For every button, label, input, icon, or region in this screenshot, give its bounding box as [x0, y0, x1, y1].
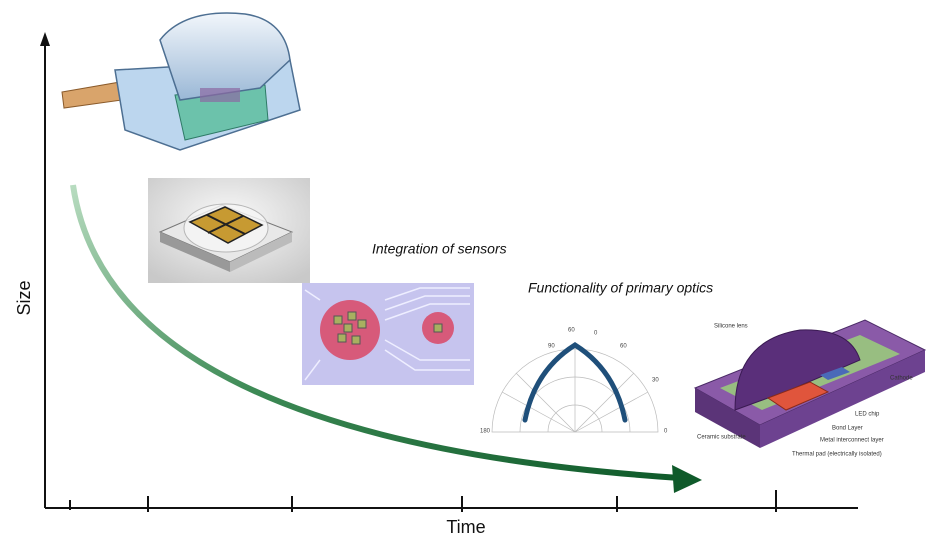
- led-label: Cathode: [890, 376, 913, 382]
- annotation: Integration of sensors: [372, 241, 507, 257]
- led-label: Ceramic substrate: [697, 435, 746, 441]
- polar-plot: [492, 345, 658, 432]
- polar-label: 180: [480, 429, 491, 435]
- led-label: Metal interconnect layer: [820, 438, 884, 444]
- led-package-large: [62, 13, 300, 150]
- led-label: Bond Layer: [832, 426, 863, 432]
- led-label: Thermal pad (electrically isolated): [792, 452, 882, 458]
- polar-label: 0: [594, 331, 598, 337]
- led-power-package: [148, 178, 310, 283]
- polar-label: 60: [568, 328, 575, 334]
- led-label: Silicone lens: [714, 324, 748, 330]
- diagram: Size Time: [0, 0, 928, 542]
- y-axis-label: Size: [14, 280, 34, 315]
- polar-label: 0: [664, 429, 668, 435]
- polar-label: 30: [652, 378, 659, 384]
- annotation: Functionality of primary optics: [528, 280, 713, 296]
- sensor-board: [302, 283, 474, 385]
- polar-label: 60: [620, 344, 627, 350]
- led-label: LED chip: [855, 412, 880, 418]
- led-cross-section: [695, 320, 925, 448]
- polar-label: 90: [548, 344, 555, 350]
- x-axis-label: Time: [446, 517, 485, 537]
